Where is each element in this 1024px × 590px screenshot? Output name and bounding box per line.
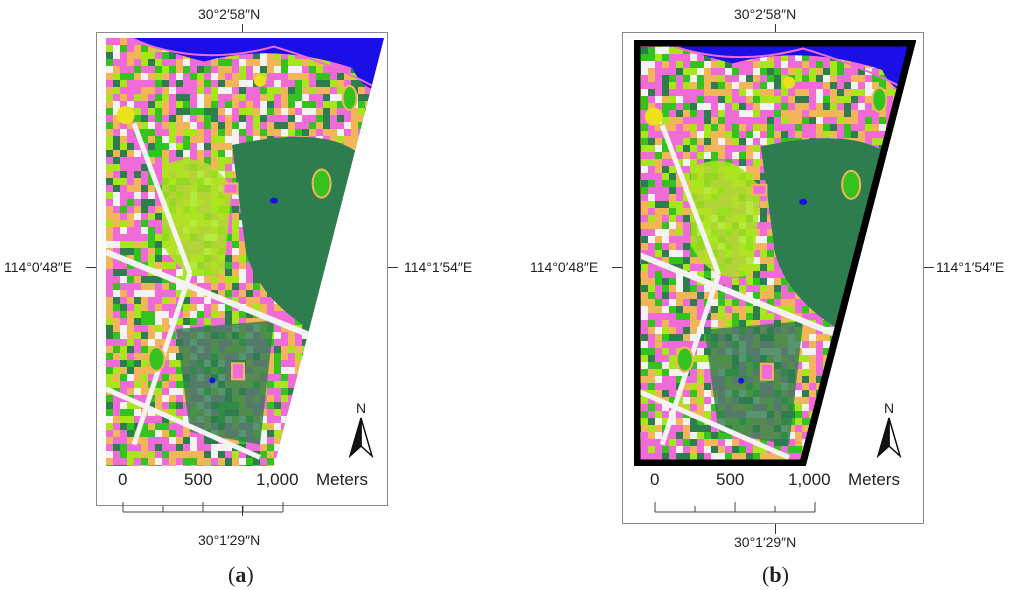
- north-arrow-icon: [876, 417, 902, 459]
- scale-unit: Meters: [848, 470, 900, 489]
- tick-left-a: [86, 267, 96, 268]
- north-label-a: N: [355, 400, 367, 416]
- land-cover-map-b: [634, 40, 916, 466]
- tick-bottom-a: [242, 506, 243, 516]
- scale-label-500: 500: [184, 470, 213, 489]
- scale-label-0: 0: [118, 470, 128, 489]
- tick-top-a: [242, 24, 243, 34]
- coord-right-b: 114°1′54″E: [936, 259, 1005, 275]
- north-label-b: N: [883, 400, 895, 416]
- scale-label-1000: 1,000: [788, 470, 831, 489]
- north-arrow-a: N: [348, 400, 374, 463]
- scale-ruler: [654, 502, 816, 513]
- scale-bar-b: 0 500 1,000 Meters: [646, 470, 926, 518]
- coord-bottom-a: 30°1′29″N: [198, 532, 261, 548]
- coord-bottom-b: 30°1′29″N: [734, 534, 797, 550]
- caption-letter-b: b: [769, 562, 782, 587]
- caption-a: (a): [228, 562, 254, 587]
- north-arrow-icon: [348, 417, 374, 459]
- coord-right-a: 114°1′54″E: [404, 259, 473, 275]
- north-arrow-b: N: [876, 400, 902, 463]
- raster-layer: [634, 40, 914, 466]
- map-border: [634, 40, 916, 466]
- scale-ruler: [122, 502, 284, 513]
- scale-unit: Meters: [316, 470, 368, 489]
- land-cover-map-a: [106, 38, 384, 466]
- coord-top-b: 30°2′58″N: [734, 6, 797, 22]
- tick-right-a: [388, 267, 398, 268]
- coord-top-a: 30°2′58″N: [198, 6, 261, 22]
- raster-layer: [106, 38, 384, 466]
- tick-bottom-b: [775, 524, 776, 534]
- scale-label-500: 500: [716, 470, 745, 489]
- coord-left-b: 114°0′48″E: [530, 259, 599, 275]
- scale-label-0: 0: [650, 470, 660, 489]
- caption-b: (b): [762, 562, 789, 587]
- tick-right-b: [924, 267, 934, 268]
- scale-bar-a: 0 500 1,000 Meters: [114, 470, 394, 518]
- caption-letter-a: a: [235, 562, 247, 587]
- coord-left-a: 114°0′48″E: [4, 259, 73, 275]
- tick-top-b: [775, 24, 776, 34]
- tick-left-b: [612, 267, 622, 268]
- scale-label-1000: 1,000: [256, 470, 299, 489]
